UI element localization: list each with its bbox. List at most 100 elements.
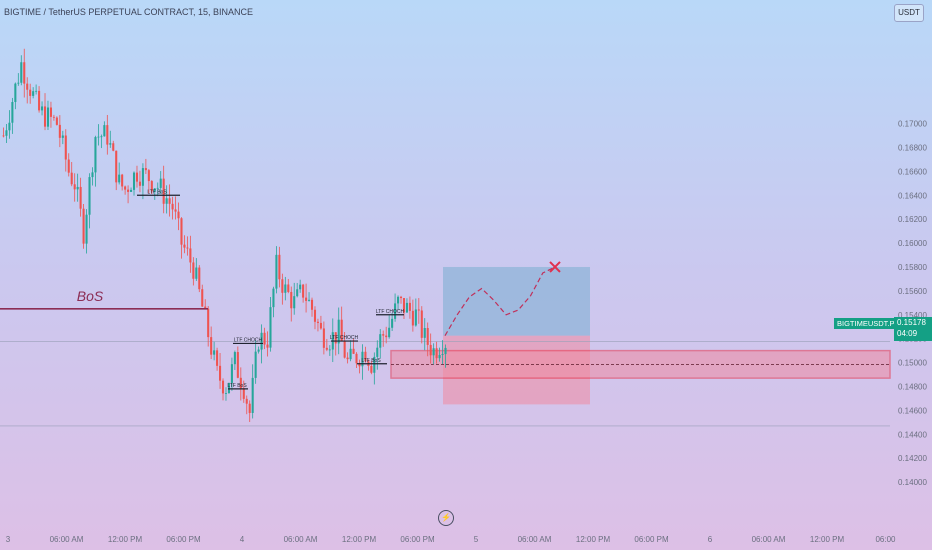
candle-body [313,309,317,322]
candle-body [43,106,47,127]
x-tick-label: 12:00 PM [108,535,143,544]
candle-body [14,83,17,103]
candle-body [67,159,70,173]
candle-body [23,62,26,84]
candle-body [337,319,340,344]
x-tick-label: 06:00 AM [50,535,84,544]
last-price-tag: 0.15178 04:09 [894,317,932,341]
candle-body [41,106,44,111]
candle-body [284,284,287,293]
x-tick-label: 4 [240,535,245,544]
candle-body [405,302,408,313]
lightning-icon[interactable]: ⚡ [438,510,454,526]
candle-body [352,348,355,354]
candle-body [20,62,23,83]
x-tick-label: 06:00 PM [400,535,435,544]
candle-body [132,172,136,190]
candle-body [417,309,420,311]
structure-label: LTF CHOCH [376,309,405,315]
x-tick-label: 5 [474,535,479,544]
time-axis: 3 06:00 AM 12:00 PM 06:00 PM 4 06:00 AM 12:00 … [6,535,896,544]
candle-body [46,107,50,127]
candle-body [130,189,133,192]
candle-body [109,143,112,145]
candle-body [308,299,311,301]
candle-body [121,174,124,187]
x-tick-label: 06:00 [875,535,896,544]
candle-body [328,349,331,351]
y-tick-label: 0.16400 [898,191,927,200]
x-tick-label: 3 [6,535,11,544]
candle-body [159,178,162,188]
candle-body [144,168,147,171]
candle-body [183,244,186,248]
candle-body [210,337,213,355]
candle-body [79,186,82,209]
candle-body [281,279,284,293]
candle-body [242,388,245,399]
candle-body [355,353,358,364]
price-axis: 0.17000 0.16800 0.16600 0.16400 0.16200 0.160… [898,120,927,488]
structure-label: BoS [77,288,104,304]
candle-body [394,303,397,319]
candle-body [239,377,242,389]
candle-body [38,90,41,111]
candle-body [269,307,272,348]
candle-body [423,328,426,338]
candle-body [219,365,222,381]
candle-body [70,172,73,185]
candle-body [388,327,391,338]
candle-body [236,352,239,378]
candle-body [266,344,269,348]
candle-body [379,334,382,348]
candle-body [35,90,38,92]
candle-body [168,198,171,204]
candle-body [82,208,85,244]
candle-body [251,377,254,413]
x-tick-label: 06:00 PM [166,535,201,544]
y-tick-label: 0.16200 [898,215,927,224]
candle-body [370,365,373,373]
candle-body [64,135,67,160]
candle-body [115,150,118,183]
candle-body [213,350,216,355]
candle-body [135,172,139,182]
structure-label: LTF CHOCH [330,335,359,341]
candle-body [438,355,441,359]
candle-body [162,178,165,204]
y-tick-label: 0.14000 [898,478,927,487]
candle-body [150,181,153,192]
currency-button[interactable]: USDT [894,4,924,22]
candle-body [334,332,337,344]
candle-body [391,318,394,328]
y-tick-label: 0.16600 [898,167,927,176]
x-tick-label: 06:00 AM [752,535,786,544]
x-mark-icon [549,261,561,273]
candle-body [254,351,257,378]
zones-layer [390,266,891,405]
candle-body [153,188,156,192]
candle-body [198,267,201,290]
y-tick-label: 0.14400 [898,430,927,439]
candle-body [245,398,248,404]
candle-body [141,168,144,186]
projection-path [444,266,556,337]
candle-body [376,347,379,357]
candle-body [26,83,29,90]
candle-body [100,136,103,138]
candle-body [5,130,8,136]
candle-body [340,319,343,341]
candle-body [287,284,290,292]
candle-body [441,354,444,356]
candle-body [29,89,32,96]
structure-label: LTF BoS [147,189,167,195]
candle-body [260,332,263,350]
candle-body [414,309,417,326]
candle-body [17,82,20,84]
y-tick-label: 0.14800 [898,382,927,391]
candle-body [201,289,204,307]
candle-body [322,328,325,348]
candle-body [55,117,58,125]
candle-body [124,186,127,190]
